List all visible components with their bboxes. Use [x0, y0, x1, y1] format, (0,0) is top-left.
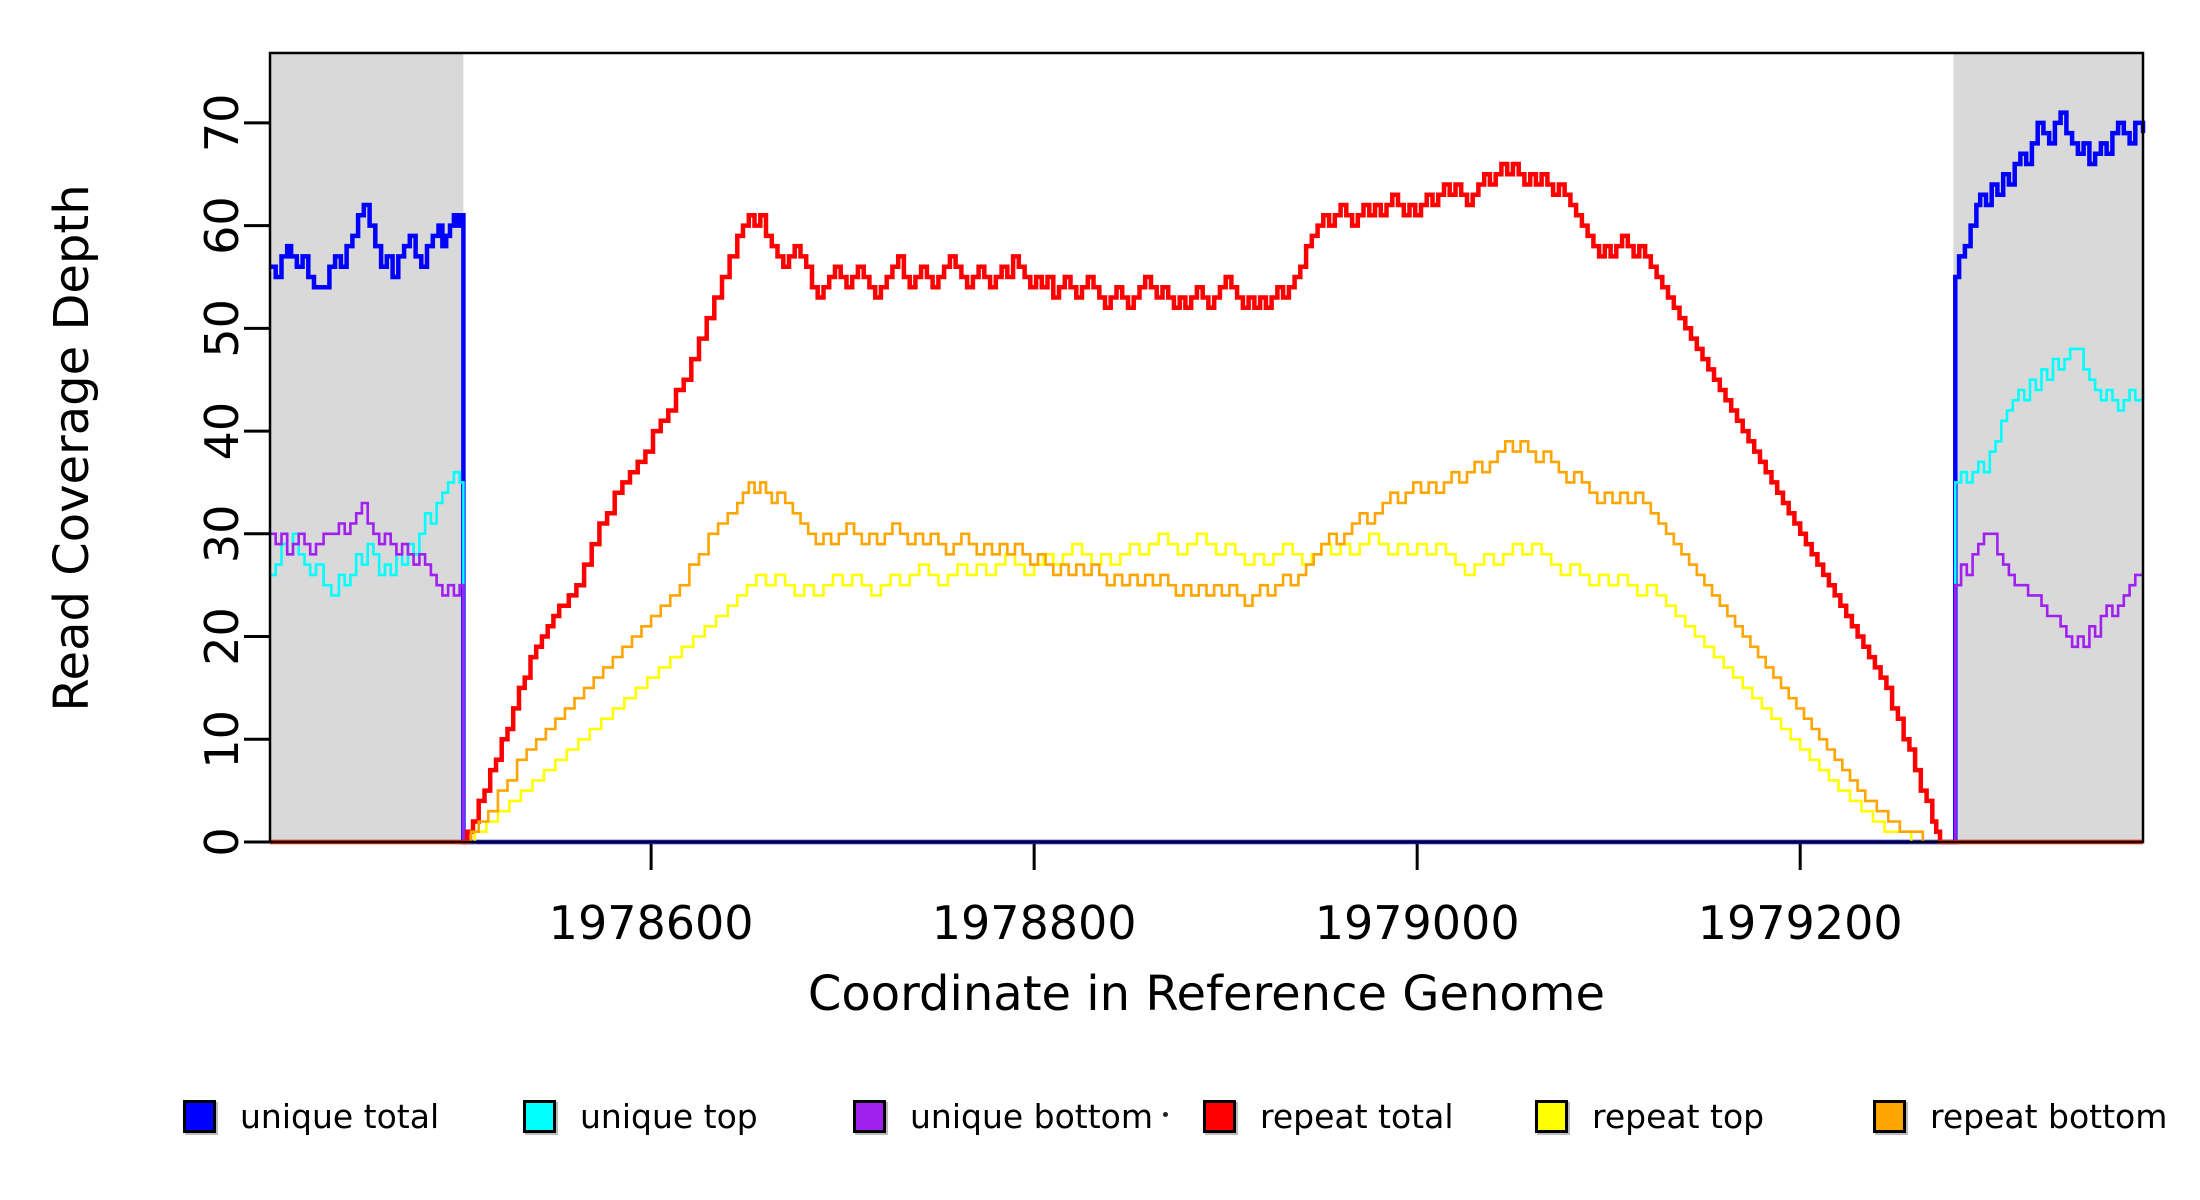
y-tick-label: 10: [195, 710, 249, 769]
legend-item-repeat-top: repeat top: [1535, 1096, 1764, 1136]
chart-canvas: 1978600 1978800 1979000 1979200 0 10 20 30 40 50 6…: [195, 51, 2146, 950]
legend-label: repeat top: [1592, 1096, 1765, 1136]
shaded-region: [1953, 53, 2143, 842]
y-tick-label: 60: [195, 196, 249, 255]
legend-item-unique-total: unique total: [183, 1096, 439, 1136]
repeat-bottom-swatch-icon: [1873, 1099, 1906, 1133]
legend-item-unique-bottom: unique bottom: [853, 1096, 1153, 1136]
x-tick-label: 1978600: [549, 896, 754, 950]
y-tick-label: 70: [195, 94, 249, 153]
y-tick-label: 0: [195, 827, 249, 856]
series-unique-bottom: [270, 501, 2143, 844]
y-axis: 0 10 20 30 40 50 60 70: [195, 94, 270, 857]
y-tick-label: 50: [195, 299, 249, 358]
y-axis-title: Read Coverage Depth: [44, 184, 100, 712]
shaded-region: [270, 53, 464, 842]
series-repeat-bottom: [270, 440, 2143, 844]
legend-label: unique total: [240, 1096, 440, 1136]
x-axis-title: Coordinate in Reference Genome: [807, 966, 1606, 1022]
legend-label: repeat bottom: [1930, 1096, 2168, 1136]
x-tick-label: 1979200: [1698, 896, 1903, 950]
legend-label: unique top: [580, 1096, 758, 1136]
stray-dot: [1163, 1112, 1168, 1117]
legend-label: unique bottom: [910, 1096, 1154, 1136]
y-tick-label: 20: [195, 607, 249, 666]
unique-top-swatch-icon: [523, 1099, 556, 1133]
legend-item-unique-top: unique top: [523, 1096, 758, 1136]
repeat-total-swatch-icon: [1203, 1099, 1236, 1133]
repeat-top-swatch-icon: [1535, 1099, 1568, 1133]
series-repeat-top: [270, 532, 2143, 844]
plot-border: [268, 51, 2145, 844]
unique-total-swatch-icon: [183, 1099, 216, 1133]
y-tick-label: 30: [195, 505, 249, 564]
legend-item-repeat-total: repeat total: [1203, 1096, 1454, 1136]
unique-bottom-swatch-icon: [853, 1099, 886, 1133]
legend-item-repeat-bottom: repeat bottom: [1873, 1096, 2167, 1136]
shaded-regions: [270, 53, 2143, 842]
series-unique-total: [270, 110, 2146, 845]
x-tick-label: 1978800: [932, 896, 1137, 950]
legend-label: repeat total: [1260, 1096, 1454, 1136]
y-tick-label: 40: [195, 402, 249, 461]
x-tick-label: 1979000: [1315, 896, 1520, 950]
x-axis: 1978600 1978800 1979000 1979200: [549, 842, 1903, 950]
series-repeat-total: [270, 161, 2143, 845]
